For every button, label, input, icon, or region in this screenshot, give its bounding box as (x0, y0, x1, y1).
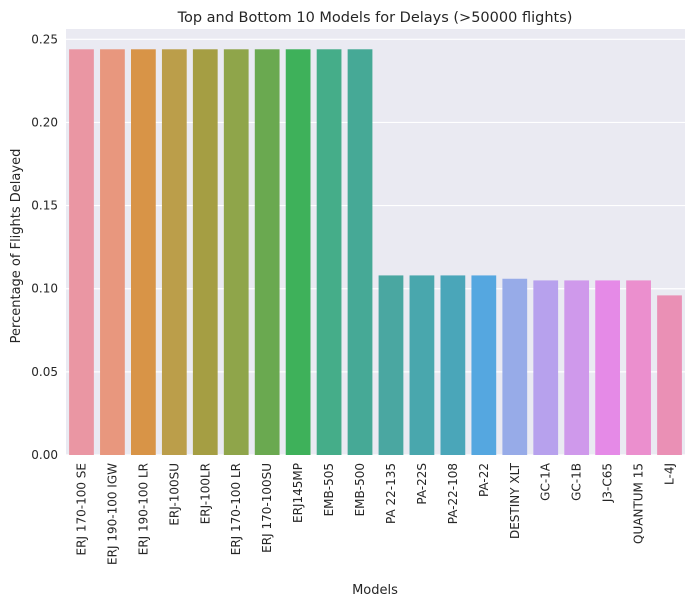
y-tick-label-1: 0.05 (31, 365, 58, 379)
x-tick-label-13: PA-22 (477, 463, 491, 497)
y-tick-labels: 0.00 0.05 0.10 0.15 0.20 0.25 (31, 32, 58, 462)
plot-background (66, 29, 685, 455)
x-tick-label-10: PA 22-135 (384, 463, 398, 524)
bar-9 (347, 49, 373, 456)
bar-18 (626, 280, 651, 455)
chart-title: Top and Bottom 10 Models for Delays (>50… (177, 10, 573, 26)
y-tick-label-0: 0.00 (31, 448, 58, 462)
bar-6 (254, 49, 280, 456)
x-axis-label: Models (352, 583, 398, 598)
x-tick-label-7: ERJ145MP (291, 463, 305, 523)
x-tick-label-14: DESTINY XLT (508, 462, 522, 539)
bar-10 (378, 275, 404, 455)
bar-2 (130, 49, 156, 456)
x-tick-label-11: PA-22S (415, 463, 429, 505)
bar-15 (533, 280, 559, 455)
bar-7 (285, 49, 311, 456)
bar-13 (471, 275, 497, 455)
bar-5 (223, 49, 249, 456)
bar-12 (440, 275, 466, 455)
x-tick-label-5: ERJ 170-100 LR (229, 463, 243, 555)
x-tick-label-6: ERJ 170-100SU (260, 463, 274, 553)
bar-17 (595, 280, 621, 455)
x-tick-label-19: L-4J (663, 463, 677, 485)
x-tick-label-18: QUANTUM 15 (632, 463, 646, 544)
x-tick-label-17: J3-C65 (601, 463, 615, 503)
x-tick-label-12: PA-22-108 (446, 463, 460, 524)
bar-16 (564, 280, 590, 455)
x-tick-label-2: ERJ 190-100 LR (136, 463, 150, 555)
bar-14 (502, 278, 528, 455)
x-tick-label-3: ERJ-100SU (167, 463, 181, 526)
bars (69, 49, 682, 456)
y-tick-label-5: 0.25 (31, 32, 58, 46)
bar-3 (161, 49, 187, 456)
x-tick-label-0: ERJ 170-100 SE (74, 463, 88, 555)
x-tick-label-9: EMB-500 (353, 463, 367, 516)
x-tick-label-16: GC-1B (570, 463, 584, 501)
bar-11 (409, 275, 435, 455)
bar-1 (100, 49, 125, 456)
bar-0 (69, 49, 94, 456)
y-axis-label: Percentage of Flights Delayed (9, 149, 24, 344)
bar-4 (192, 49, 218, 456)
x-tick-labels: ERJ 170-100 SE ERJ 190-100 IGW ERJ 190-100… (74, 462, 676, 565)
bar-8 (316, 49, 342, 456)
x-tick-label-8: EMB-505 (322, 463, 336, 516)
bar-19 (657, 295, 682, 455)
x-tick-label-1: ERJ 190-100 IGW (105, 463, 119, 565)
x-tick-label-4: ERJ-100LR (198, 463, 212, 524)
y-tick-label-3: 0.15 (31, 199, 58, 213)
x-tick-label-15: GC-1A (539, 462, 553, 501)
y-tick-label-2: 0.10 (31, 282, 58, 296)
y-tick-label-4: 0.20 (31, 115, 58, 129)
